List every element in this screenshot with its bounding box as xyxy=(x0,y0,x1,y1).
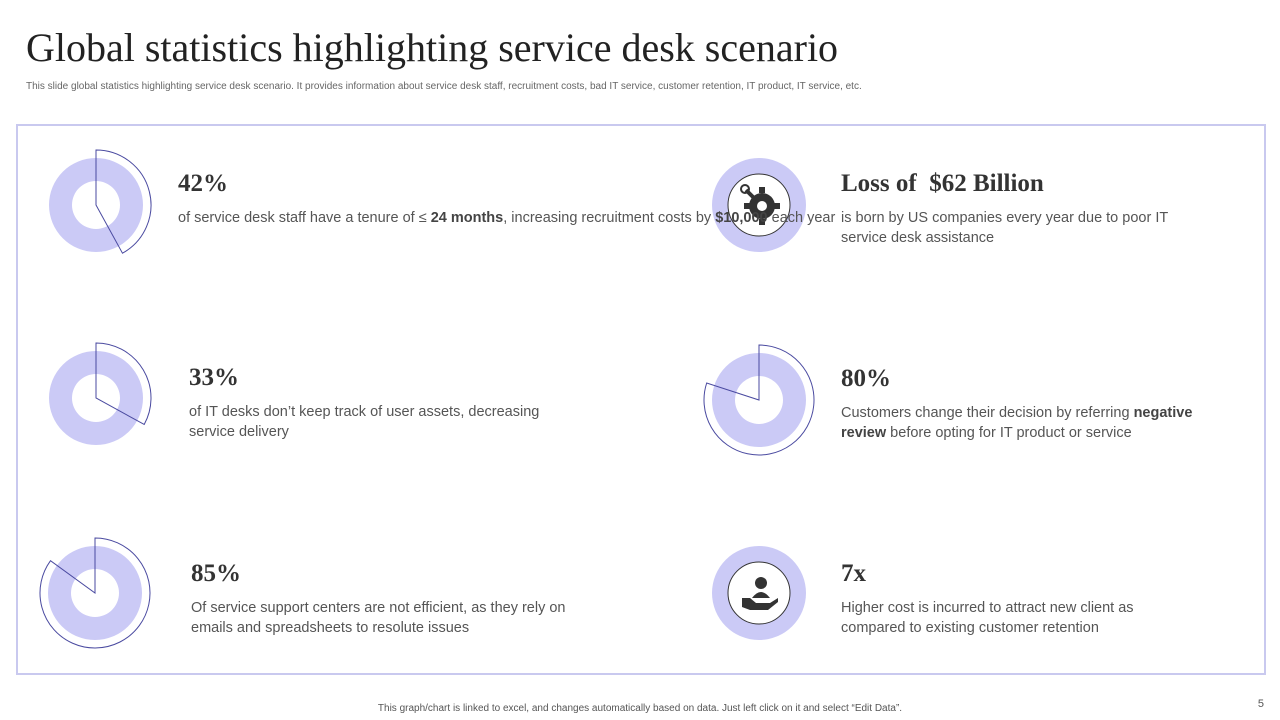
content-frame xyxy=(16,124,1266,675)
page-title: Global statistics highlighting service d… xyxy=(26,25,839,70)
stat-asset-tracking: 33% of IT desks don’t keep track of user… xyxy=(189,364,589,442)
footer-note: This graph/chart is linked to excel, and… xyxy=(377,703,903,714)
stat-client-cost: 7x Higher cost is incurred to attract ne… xyxy=(841,560,1191,638)
page-number: 5 xyxy=(1257,698,1264,710)
donut-highlight-slice xyxy=(95,149,152,254)
stat-value: 7x xyxy=(841,560,866,587)
stat-value: Loss of $62 Billion xyxy=(841,170,1044,197)
donut-ring xyxy=(49,351,143,445)
donut-highlight-slice xyxy=(39,537,151,649)
stat-description: Customers change their decision by refer… xyxy=(841,405,1193,441)
stat-description: of IT desks don’t keep track of user ass… xyxy=(189,404,540,440)
donut-chart-80 xyxy=(703,344,815,456)
donut-ring xyxy=(712,353,806,447)
stat-description: Higher cost is incurred to attract new c… xyxy=(841,600,1134,636)
stat-negative-review: 80% Customers change their decision by r… xyxy=(841,365,1236,443)
stat-description: Of service support centers are not effic… xyxy=(191,600,566,636)
stat-value: 33% xyxy=(189,364,239,391)
donut-ring xyxy=(49,158,143,252)
stat-loss: Loss of $62 Billion is born by US compan… xyxy=(841,170,1211,248)
stat-description: is born by US companies every year due t… xyxy=(841,210,1168,246)
page-subtitle: This slide global statistics highlightin… xyxy=(26,81,862,92)
stat-value: 85% xyxy=(191,560,241,587)
stat-staff-tenure: 42% of service desk staff have a tenure … xyxy=(178,170,835,228)
stat-value: 42% xyxy=(178,170,228,197)
hand-user-icon xyxy=(712,546,806,640)
donut-chart-42 xyxy=(49,149,152,254)
stat-support-efficiency: 85% Of service support centers are not e… xyxy=(191,560,611,638)
gear-wrench-hand-icon xyxy=(712,158,806,252)
donut-chart-85 xyxy=(39,537,151,649)
donut-highlight-slice xyxy=(95,342,152,426)
donut-chart-33 xyxy=(49,342,152,445)
donut-highlight-slice xyxy=(703,344,815,456)
donut-ring xyxy=(48,546,142,640)
stat-value: 80% xyxy=(841,365,891,392)
stat-description: of service desk staff have a tenure of ≤… xyxy=(178,210,836,226)
